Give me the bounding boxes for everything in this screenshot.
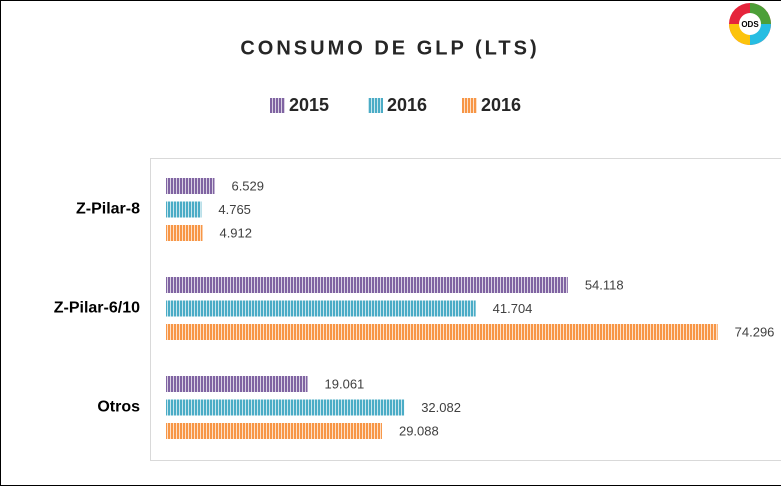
category-label: Otros: [97, 399, 140, 416]
bar: [166, 423, 382, 439]
legend-label: 2015: [289, 95, 329, 115]
legend-swatch: [462, 98, 477, 113]
chart-title: CONSUMO DE GLP (LTS): [240, 37, 539, 59]
value-label: 74.296: [735, 324, 775, 339]
category-label: Z-Pilar-6/10: [54, 300, 140, 317]
value-label: 4.912: [219, 225, 252, 240]
legend-swatch: [368, 98, 383, 113]
bar: [166, 300, 476, 317]
bar: [166, 399, 405, 416]
value-label: 29.088: [399, 423, 439, 438]
value-label: 4.765: [218, 202, 251, 217]
bar: [166, 376, 308, 392]
bar: [166, 178, 215, 194]
category-label: Z-Pilar-8: [76, 201, 140, 218]
plot-area: [150, 158, 781, 461]
value-label: 32.082: [421, 400, 461, 415]
bar: [166, 277, 568, 293]
legend-label: 2016: [481, 95, 521, 115]
bar: [166, 324, 718, 340]
legend-swatch: [270, 98, 285, 113]
value-label: 6.529: [231, 178, 264, 193]
logo: ODS: [729, 3, 771, 45]
value-label: 19.061: [325, 376, 365, 391]
value-label: 41.704: [493, 301, 533, 316]
bar: [166, 225, 203, 241]
bar: [166, 201, 202, 218]
logo-text: ODS: [741, 20, 759, 29]
legend-label: 2016: [387, 95, 427, 115]
value-label: 54.118: [585, 277, 624, 292]
